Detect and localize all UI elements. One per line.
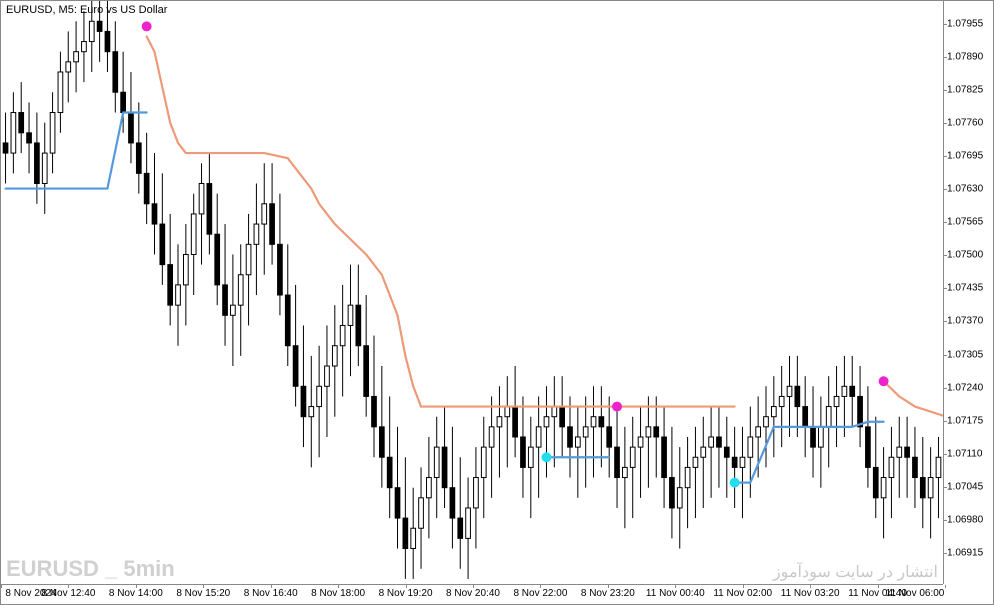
y-axis-label: 1.06915 [947, 547, 983, 558]
y-axis-label: 1.06980 [947, 514, 983, 525]
y-axis-label: 1.07565 [947, 217, 983, 228]
x-axis: 8 Nov 20248 Nov 12:408 Nov 14:008 Nov 15… [1, 584, 943, 604]
x-axis-label: 8 Nov 22:00 [513, 588, 567, 599]
y-axis-label: 1.07695 [947, 151, 983, 162]
x-axis-label: 11 Nov 00:40 [646, 588, 705, 599]
x-axis-label: 8 Nov 23:20 [581, 588, 635, 599]
y-axis-label: 1.07500 [947, 250, 983, 261]
y-axis-label: 1.07175 [947, 415, 983, 426]
watermark-left: EURUSD _ 5min [6, 556, 175, 582]
chart-plot-area[interactable] [1, 1, 943, 584]
watermark-right: انتشار در سایت سودآموز [773, 562, 938, 582]
x-axis-label: 8 Nov 15:20 [176, 588, 230, 599]
x-axis-label: 11 Nov 03:20 [781, 588, 840, 599]
x-axis-label: 8 Nov 20:40 [446, 588, 500, 599]
x-axis-label: 8 Nov 16:40 [244, 588, 298, 599]
x-axis-label: 8 Nov 19:20 [379, 588, 433, 599]
y-axis-label: 1.07305 [947, 349, 983, 360]
x-axis-label: 8 Nov 14:00 [109, 588, 163, 599]
y-axis: 1.07955 1.07890 1.07825 1.07760 1.07695 1.076… [943, 1, 993, 584]
chart-window: EURUSD, M5: Euro vs US Dollar EURUSD _ 5… [0, 0, 994, 605]
x-axis-label: 11 Nov 06:00 [886, 588, 945, 599]
y-axis-label: 1.07955 [947, 18, 983, 29]
y-axis-label: 1.07370 [947, 316, 983, 327]
y-axis-label: 1.07240 [947, 382, 983, 393]
x-axis-label: 8 Nov 12:40 [41, 588, 95, 599]
y-axis-label: 1.07825 [947, 85, 983, 96]
chart-title: EURUSD, M5: Euro vs US Dollar [6, 4, 167, 16]
y-axis-label: 1.07435 [947, 283, 983, 294]
y-axis-label: 1.07760 [947, 118, 983, 129]
chart-svg [1, 1, 943, 584]
y-axis-label: 1.07045 [947, 481, 983, 492]
y-axis-label: 1.07110 [947, 448, 982, 459]
x-axis-label: 11 Nov 02:00 [713, 588, 772, 599]
y-axis-label: 1.07890 [947, 51, 983, 62]
y-axis-label: 1.07630 [947, 184, 983, 195]
x-axis-label: 8 Nov 18:00 [311, 588, 365, 599]
